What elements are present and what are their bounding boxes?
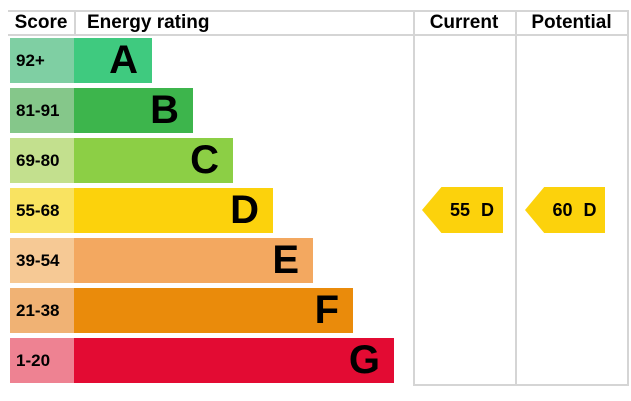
potential-rating-band-letter: D (583, 199, 597, 220)
band-score-cell-d: 55-68 (10, 188, 74, 233)
band-score-cell-b: 81-91 (10, 88, 74, 133)
current-column-header: Current (429, 12, 499, 33)
band-score-cell-g: 1-20 (10, 338, 74, 383)
potential-rating-value: 60 (552, 199, 573, 220)
band-score-cell-f: 21-38 (10, 288, 74, 333)
current-column-divider (413, 10, 415, 386)
band-bar-c: C (74, 138, 233, 183)
score-column-header: Score (14, 12, 68, 33)
score-column-divider (74, 10, 76, 36)
current-rating-arrow: 55 D (422, 187, 503, 233)
band-bar-f: F (74, 288, 353, 333)
band-bar-g: G (74, 338, 394, 383)
energy-rating-column-header: Energy rating (87, 12, 210, 33)
table-bottom-border (413, 384, 629, 386)
current-rating-band-letter: D (481, 199, 495, 220)
band-bar-a: A (74, 38, 152, 83)
table-top-border (8, 10, 628, 12)
potential-column-divider (515, 10, 517, 386)
band-score-cell-e: 39-54 (10, 238, 74, 283)
band-score-cell-c: 69-80 (10, 138, 74, 183)
header-bottom-border (8, 34, 628, 36)
band-bar-e: E (74, 238, 313, 283)
band-bar-b: B (74, 88, 193, 133)
table-right-border (627, 10, 629, 386)
potential-rating-arrow: 60 D (525, 187, 605, 233)
band-bar-d: D (74, 188, 273, 233)
band-score-cell-a: 92+ (10, 38, 74, 83)
potential-column-header: Potential (531, 12, 612, 33)
current-rating-value: 55 (449, 199, 471, 220)
